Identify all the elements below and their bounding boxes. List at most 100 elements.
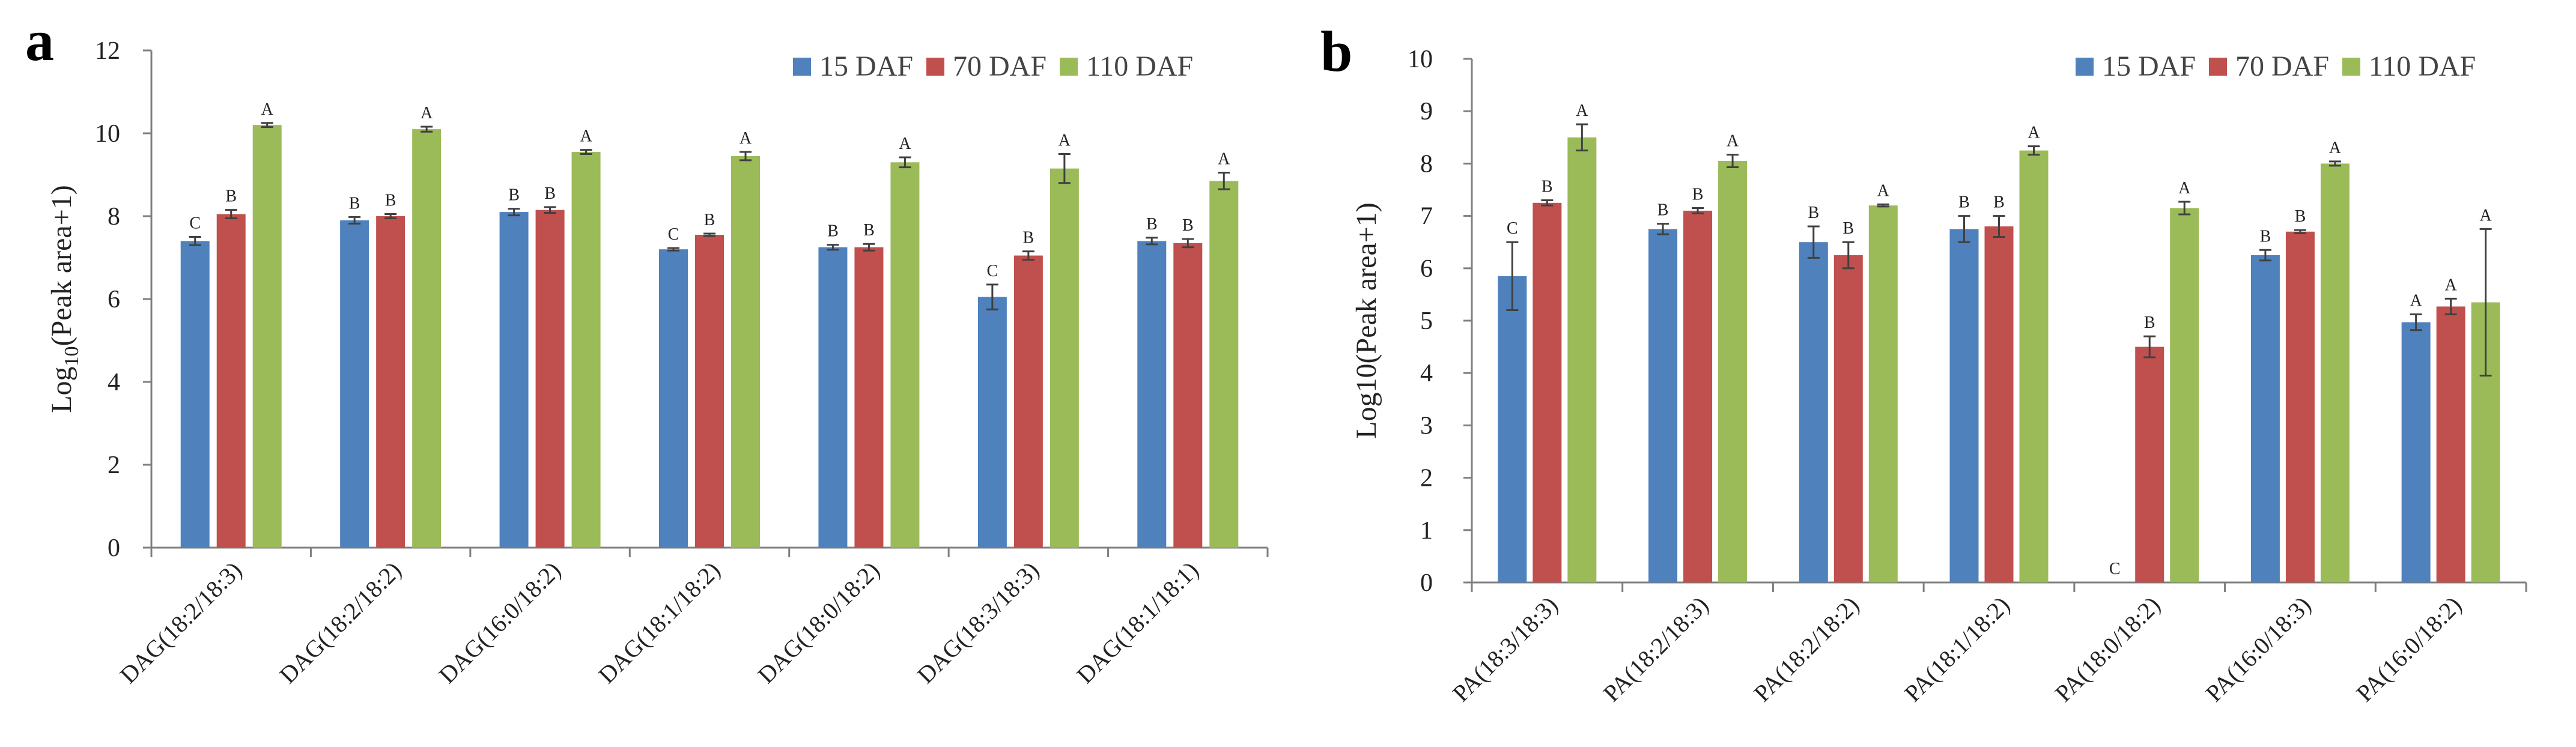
bar-70-daf (854, 247, 884, 548)
significance-letter: B (349, 194, 360, 213)
legend-label: 70 DAF (953, 50, 1046, 82)
bar-15-daf (1137, 241, 1167, 548)
bar-110-daf (252, 125, 282, 548)
bar-15-daf (1799, 242, 1828, 582)
significance-letter: B (1842, 219, 1854, 238)
significance-letter: A (2410, 292, 2423, 310)
significance-letter: A (1059, 132, 1071, 150)
significance-letter: C (189, 214, 201, 233)
y-axis-label-sub: 10 (61, 346, 83, 366)
bar-15-daf (977, 297, 1007, 548)
bar-70-daf (1984, 226, 2014, 582)
legend-swatch (2076, 58, 2094, 76)
bar-15-daf (1648, 229, 1678, 582)
y-tick-label: 0 (1420, 569, 1433, 597)
x-category-label: DAG(18:0/18:2) (752, 557, 884, 689)
bar-70-daf (535, 210, 565, 548)
y-axis-label-main: Log10(Peak area+1) (1350, 202, 1382, 439)
significance-letter: B (1182, 216, 1194, 235)
bar-15-daf (340, 220, 369, 548)
y-tick-label: 9 (1420, 98, 1433, 126)
significance-letter: A (899, 135, 911, 153)
significance-letter: B (827, 222, 839, 241)
y-axis-label: Log10(Peak area+1) (1350, 202, 1382, 439)
significance-letter: B (508, 186, 520, 205)
significance-letter: B (1958, 193, 1970, 212)
significance-letter: A (421, 104, 433, 122)
bar-110-daf (1209, 181, 1239, 548)
x-category-label: DAG(16:0/18:2) (434, 557, 566, 689)
significance-letter: C (987, 262, 998, 280)
bar-15-daf (499, 212, 529, 548)
significance-letter: B (863, 221, 875, 240)
significance-letter: A (1727, 132, 1739, 151)
bar-110-daf (1718, 161, 1748, 582)
bar-70-daf (376, 216, 406, 548)
bar-70-daf (1013, 255, 1043, 548)
y-tick-label: 8 (1420, 150, 1433, 178)
y-tick-label: 6 (108, 286, 120, 313)
y-axis-label: Log10(Peak area+1) (46, 185, 83, 413)
x-category-label: PA(16:0/18:2) (2351, 591, 2467, 707)
bar-70-daf (1683, 210, 1713, 582)
significance-letter: A (580, 127, 592, 146)
x-category-label: PA(16:0/18:3) (2201, 591, 2316, 707)
bar-110-daf (1567, 137, 1597, 583)
significance-letter: C (668, 225, 679, 244)
bar-15-daf (1949, 229, 1979, 582)
legend-label: 110 DAF (2369, 50, 2476, 82)
significance-letter: B (2260, 227, 2271, 246)
significance-letter: A (2445, 276, 2458, 294)
bar-70-daf (695, 235, 724, 548)
bar-110-daf (1050, 168, 1079, 548)
y-tick-label: 2 (108, 452, 120, 479)
significance-letter: A (740, 129, 752, 148)
significance-letter: A (261, 100, 274, 119)
significance-letter: B (225, 187, 237, 206)
y-tick-label: 12 (95, 37, 120, 65)
x-category-label: PA(18:1/18:2) (1899, 591, 2015, 707)
y-tick-label: 4 (1420, 360, 1433, 387)
bar-15-daf (818, 247, 848, 548)
significance-letter: B (385, 192, 396, 210)
bar-70-daf (1173, 243, 1203, 548)
x-category-label: DAG(18:1/18:1) (1071, 557, 1203, 689)
y-tick-label: 2 (1420, 465, 1433, 492)
bar-110-daf (1868, 205, 1898, 582)
significance-letter: A (2178, 179, 2191, 198)
significance-letter: B (544, 184, 556, 203)
bar-110-daf (2019, 150, 2049, 583)
bar-110-daf (412, 129, 442, 548)
significance-letter: A (2329, 139, 2342, 157)
y-tick-label: 1 (1420, 517, 1433, 545)
legend-swatch (1060, 58, 1078, 76)
x-category-label: DAG(18:2/18:2) (274, 557, 406, 689)
legend-label: 15 DAF (2102, 50, 2196, 82)
x-category-label: PA(18:0/18:2) (2050, 591, 2166, 707)
x-category-label: DAG(18:1/18:2) (593, 557, 725, 689)
x-category-label: DAG(18:3/18:3) (912, 557, 1044, 689)
y-tick-label: 3 (1420, 412, 1433, 440)
legend-label: 110 DAF (1086, 50, 1193, 82)
legend-swatch (926, 58, 944, 76)
bar-15-daf (659, 249, 688, 548)
significance-letter: B (1808, 204, 1819, 222)
significance-letter: A (1218, 150, 1230, 169)
y-axis-label-rest: (Peak area+1) (46, 185, 77, 346)
significance-letter: B (704, 211, 715, 229)
significance-letter: B (1146, 215, 1158, 234)
y-tick-label: 0 (108, 534, 120, 562)
y-tick-label: 10 (1408, 46, 1433, 73)
bar-110-daf (890, 162, 920, 548)
significance-letter: B (1657, 201, 1669, 220)
significance-letter: A (1576, 101, 1588, 120)
significance-letter: B (1993, 193, 2005, 212)
bar-70-daf (216, 214, 246, 548)
y-tick-label: 8 (108, 203, 120, 231)
bar-15-daf (1498, 276, 1527, 582)
significance-letter: B (1692, 186, 1704, 204)
x-category-label: PA(18:2/18:2) (1748, 591, 1864, 707)
y-tick-label: 10 (95, 120, 120, 148)
